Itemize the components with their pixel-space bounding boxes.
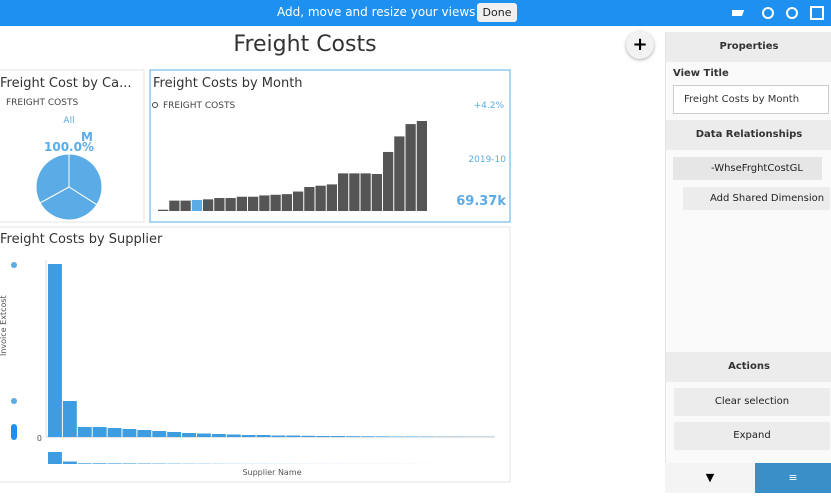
legend: FREIGHT COSTS xyxy=(6,98,78,108)
bar xyxy=(326,184,337,211)
save-icon[interactable] xyxy=(810,6,824,20)
view-panel xyxy=(0,226,511,483)
bar xyxy=(152,431,167,437)
toolbar-icons xyxy=(732,6,824,20)
top-message: Add, move and resize your views xyxy=(277,5,476,19)
filter-label: All xyxy=(63,116,74,126)
bar xyxy=(62,401,77,437)
period-label: 2019-10 xyxy=(468,155,506,165)
bar xyxy=(169,200,180,211)
pie-slice xyxy=(35,153,70,204)
pie-percent: 100.0% xyxy=(44,140,94,154)
bar xyxy=(360,436,375,437)
bar xyxy=(48,264,62,437)
view-title: Freight Costs by Month xyxy=(153,76,303,91)
bar xyxy=(416,121,427,211)
bar xyxy=(390,436,405,437)
y-axis-label: Invoice Extcost xyxy=(0,295,8,356)
data-source[interactable]: -WhseFrghtCostGL xyxy=(673,157,822,180)
bar xyxy=(316,436,331,437)
legend-marker xyxy=(152,102,158,108)
y-tick-label: 0 xyxy=(37,434,42,443)
overview-bar xyxy=(92,463,107,464)
bar xyxy=(92,427,107,437)
overview-bar xyxy=(48,452,62,464)
change-label: +4.2% xyxy=(474,101,505,111)
bar xyxy=(241,435,256,437)
bar xyxy=(107,428,122,437)
add-view-button[interactable]: + xyxy=(626,31,654,59)
bar xyxy=(371,174,382,211)
slider-dot[interactable] xyxy=(11,262,17,268)
bar xyxy=(375,436,390,437)
overview-bar xyxy=(77,463,92,464)
overview-bar xyxy=(107,463,122,464)
bar xyxy=(226,434,241,437)
bar xyxy=(331,436,345,437)
slider-handle[interactable] xyxy=(11,424,17,440)
add-dimension-button[interactable]: Add Shared Dimension xyxy=(683,187,830,210)
slider-dot[interactable] xyxy=(11,398,17,404)
bar xyxy=(304,186,315,211)
total-label: 69.37k xyxy=(456,194,506,209)
bar xyxy=(259,195,270,211)
action-button[interactable]: Clear selection xyxy=(674,388,830,416)
bar xyxy=(360,173,371,211)
field-label: View Title xyxy=(673,68,729,79)
views: Freight Cost by Ca... Freight Costs by M… xyxy=(0,69,511,483)
bar xyxy=(203,199,214,211)
view-title-input[interactable]: Freight Costs by Month xyxy=(673,85,829,114)
bar xyxy=(394,136,405,211)
bar xyxy=(281,194,292,211)
undo-icon[interactable] xyxy=(786,7,798,19)
bar xyxy=(214,198,225,211)
filter-tab[interactable]: ▼ xyxy=(665,463,755,493)
view-title: Freight Cost by Ca... xyxy=(0,76,131,91)
bar xyxy=(315,185,326,211)
overview-bar xyxy=(62,461,77,464)
legend: FREIGHT COSTS xyxy=(163,101,235,111)
properties-header: Properties xyxy=(666,32,831,62)
bar xyxy=(182,433,196,437)
overview-bar xyxy=(122,463,137,464)
bar xyxy=(383,151,394,211)
bar xyxy=(349,173,360,211)
bar xyxy=(256,435,271,437)
bar xyxy=(167,432,182,437)
bar xyxy=(225,198,236,211)
bar xyxy=(197,433,211,437)
bar xyxy=(271,435,286,437)
bar xyxy=(248,196,259,211)
eraser-icon[interactable] xyxy=(732,10,745,16)
bar xyxy=(301,435,316,437)
bar xyxy=(122,429,137,437)
bar xyxy=(338,173,349,211)
dashboard-title: Freight Costs xyxy=(233,32,377,57)
bar xyxy=(158,209,169,211)
data-header: Data Relationships xyxy=(666,120,831,150)
bar xyxy=(211,434,226,437)
actions-header: Actions xyxy=(666,352,831,382)
properties-panel: Properties View Title Freight Costs by M… xyxy=(665,32,831,463)
bar xyxy=(270,194,281,211)
view-title: Freight Costs by Supplier xyxy=(0,232,163,247)
settings-tab[interactable]: ≡ xyxy=(755,463,831,493)
bar xyxy=(286,435,301,437)
bar xyxy=(405,436,420,437)
pie-label: M xyxy=(81,130,93,144)
x-axis-label: Supplier Name xyxy=(242,468,301,477)
bar xyxy=(346,436,360,437)
bar xyxy=(137,430,152,437)
bar xyxy=(180,200,191,211)
bar xyxy=(191,199,202,211)
top-bar: Add, move and resize your views Done xyxy=(0,0,831,26)
bar xyxy=(77,427,92,437)
redo-icon[interactable] xyxy=(762,7,774,19)
bar xyxy=(405,124,416,211)
action-button[interactable]: Expand xyxy=(674,422,830,450)
bar xyxy=(236,196,247,211)
bar xyxy=(293,191,304,211)
done-button[interactable]: Done xyxy=(477,3,517,22)
